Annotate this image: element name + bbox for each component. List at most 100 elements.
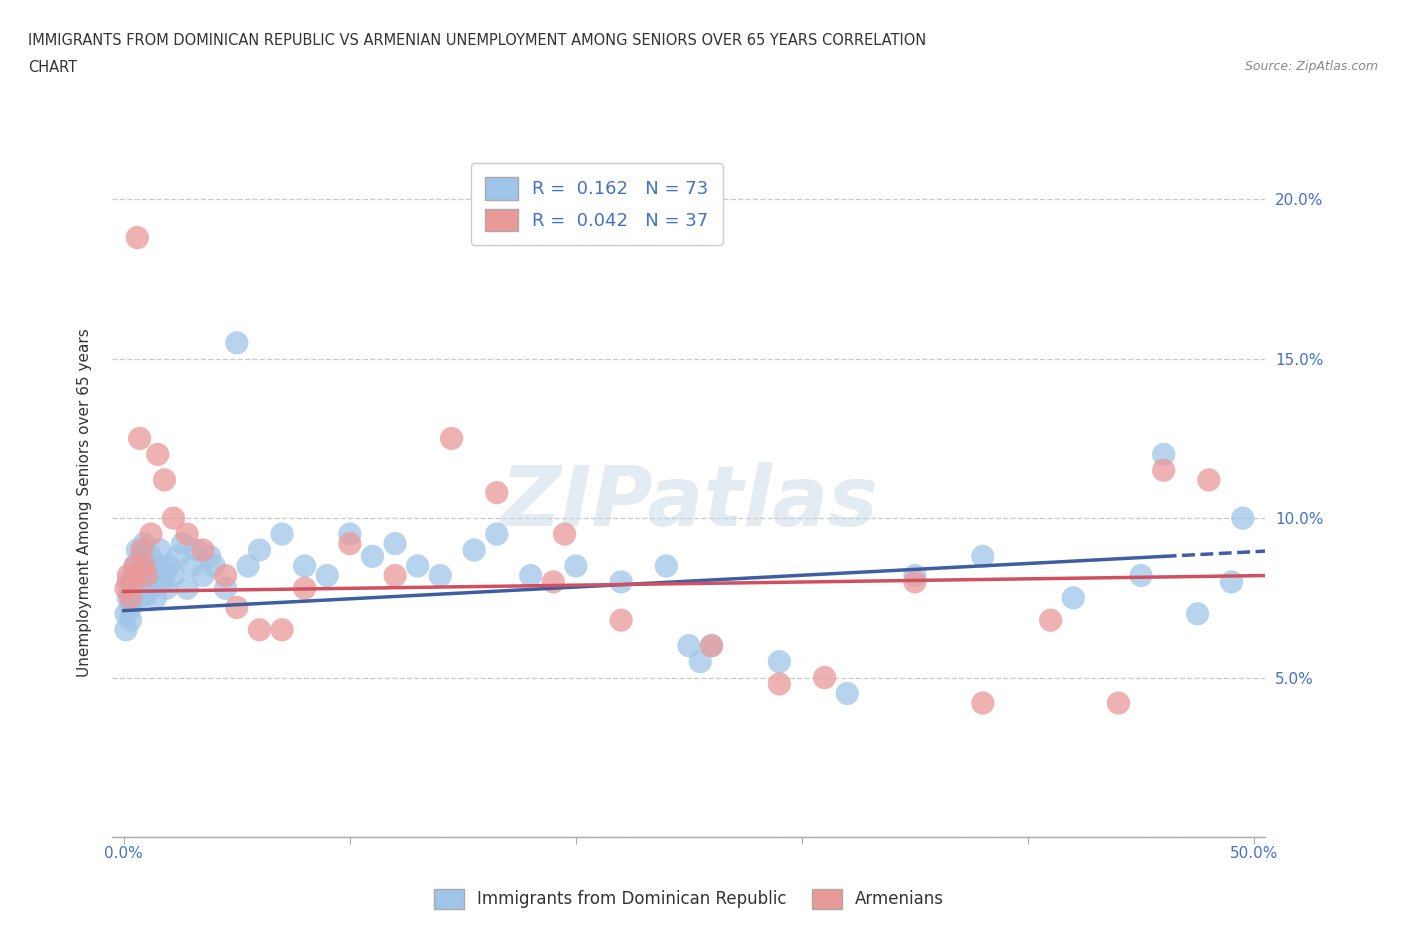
Point xyxy=(202,559,225,574)
Point xyxy=(176,581,198,596)
Point xyxy=(700,638,723,653)
Point xyxy=(172,537,194,551)
Point xyxy=(128,591,150,605)
Point xyxy=(904,575,927,590)
Point xyxy=(1107,696,1129,711)
Point xyxy=(120,591,142,605)
Point xyxy=(1198,472,1220,487)
Point xyxy=(142,568,165,583)
Point xyxy=(339,526,361,541)
Point xyxy=(131,549,153,564)
Point xyxy=(225,600,247,615)
Point xyxy=(813,671,835,685)
Point xyxy=(972,549,994,564)
Point xyxy=(121,568,143,583)
Point xyxy=(117,575,139,590)
Point xyxy=(134,568,156,583)
Point xyxy=(135,575,157,590)
Point xyxy=(153,565,176,579)
Point xyxy=(294,559,316,574)
Point xyxy=(768,676,790,691)
Point xyxy=(176,526,198,541)
Point xyxy=(406,559,429,574)
Point xyxy=(134,559,156,574)
Point xyxy=(1187,606,1209,621)
Point xyxy=(214,581,236,596)
Point xyxy=(198,549,221,564)
Point xyxy=(139,526,162,541)
Point xyxy=(610,575,633,590)
Point xyxy=(339,537,361,551)
Point xyxy=(156,581,179,596)
Point xyxy=(361,549,384,564)
Point xyxy=(294,581,316,596)
Point xyxy=(485,485,508,500)
Point xyxy=(157,559,180,574)
Point xyxy=(128,559,150,574)
Point xyxy=(139,581,162,596)
Point xyxy=(1130,568,1153,583)
Point xyxy=(121,591,143,605)
Point xyxy=(485,526,508,541)
Point xyxy=(384,537,406,551)
Point xyxy=(519,568,541,583)
Point xyxy=(115,581,138,596)
Point xyxy=(384,568,406,583)
Point xyxy=(131,581,153,596)
Point xyxy=(162,568,184,583)
Text: ZIPatlas: ZIPatlas xyxy=(501,461,877,543)
Point xyxy=(543,575,565,590)
Point xyxy=(146,559,169,574)
Point xyxy=(249,622,271,637)
Point xyxy=(135,568,157,583)
Point xyxy=(1220,575,1243,590)
Text: 0.0%: 0.0% xyxy=(104,845,143,860)
Point xyxy=(316,568,339,583)
Point xyxy=(131,542,153,557)
Text: CHART: CHART xyxy=(28,60,77,75)
Point xyxy=(135,587,157,602)
Point xyxy=(1153,463,1175,478)
Point xyxy=(554,526,576,541)
Point xyxy=(191,568,214,583)
Point xyxy=(128,431,150,445)
Point xyxy=(700,638,723,653)
Point xyxy=(225,336,247,351)
Point xyxy=(1039,613,1062,628)
Point xyxy=(162,511,184,525)
Point xyxy=(150,575,173,590)
Point xyxy=(146,447,169,462)
Point xyxy=(1153,447,1175,462)
Point xyxy=(121,575,143,590)
Y-axis label: Unemployment Among Seniors over 65 years: Unemployment Among Seniors over 65 years xyxy=(77,328,91,677)
Point xyxy=(249,542,271,557)
Point xyxy=(271,526,294,541)
Point xyxy=(117,591,139,605)
Point xyxy=(145,591,167,605)
Point xyxy=(120,613,142,628)
Point xyxy=(127,568,149,583)
Legend: Immigrants from Dominican Republic, Armenians: Immigrants from Dominican Republic, Arme… xyxy=(427,882,950,916)
Point xyxy=(610,613,633,628)
Text: Source: ZipAtlas.com: Source: ZipAtlas.com xyxy=(1244,60,1378,73)
Point xyxy=(124,584,146,599)
Point xyxy=(972,696,994,711)
Point xyxy=(117,568,139,583)
Point xyxy=(127,542,149,557)
Point xyxy=(655,559,678,574)
Point xyxy=(115,622,138,637)
Text: 50.0%: 50.0% xyxy=(1230,845,1278,860)
Point xyxy=(120,581,142,596)
Point xyxy=(124,559,146,574)
Point xyxy=(191,542,214,557)
Point xyxy=(149,542,172,557)
Point xyxy=(134,537,156,551)
Point xyxy=(429,568,451,583)
Point xyxy=(463,542,485,557)
Point xyxy=(167,549,190,564)
Point xyxy=(184,542,207,557)
Point xyxy=(678,638,700,653)
Point xyxy=(153,472,176,487)
Point xyxy=(138,559,160,574)
Point xyxy=(127,230,149,245)
